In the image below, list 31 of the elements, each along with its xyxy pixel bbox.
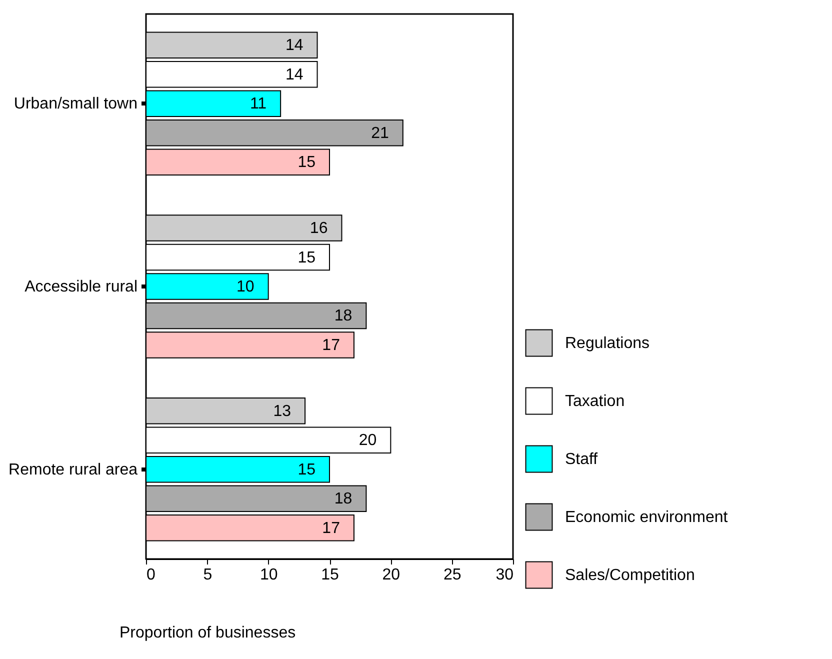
data-label: 14 — [285, 37, 304, 54]
data-label: 16 — [310, 220, 328, 238]
x-tick-label: 30 — [496, 566, 514, 584]
x-tick-label: 10 — [260, 566, 278, 584]
x-tick-label: 20 — [382, 566, 400, 584]
data-label: 15 — [298, 154, 316, 172]
y-tick-label: Remote rural area — [8, 461, 138, 478]
data-label: 17 — [322, 336, 340, 354]
data-label: 13 — [273, 402, 292, 420]
x-tick-label: 5 — [203, 566, 212, 584]
legend-label: Economic environment — [565, 509, 728, 526]
data-label: 21 — [371, 124, 389, 142]
data-label: 15 — [298, 461, 316, 478]
data-label: 20 — [358, 432, 377, 450]
legend-label: Staff — [565, 451, 598, 468]
legend-label: Taxation — [565, 393, 625, 410]
data-label: 15 — [298, 249, 316, 266]
data-label: 10 — [236, 278, 254, 296]
data-label: 18 — [334, 490, 352, 508]
legend-label: Sales/Competition — [565, 567, 695, 584]
y-tick-label: Urban/small town — [14, 96, 138, 113]
x-tick-label: 15 — [321, 566, 339, 584]
data-label: 18 — [334, 308, 352, 325]
legend-label: Regulations — [565, 335, 650, 352]
x-tick-label: 0 — [146, 566, 156, 584]
data-label: 14 — [285, 66, 304, 84]
data-label: 11 — [250, 96, 267, 113]
y-tick-label: Accessible rural — [24, 278, 138, 296]
x-axis-title: Proportion of businesses — [120, 624, 296, 642]
x-tick-label: 25 — [443, 566, 462, 584]
data-label: 17 — [322, 520, 340, 537]
